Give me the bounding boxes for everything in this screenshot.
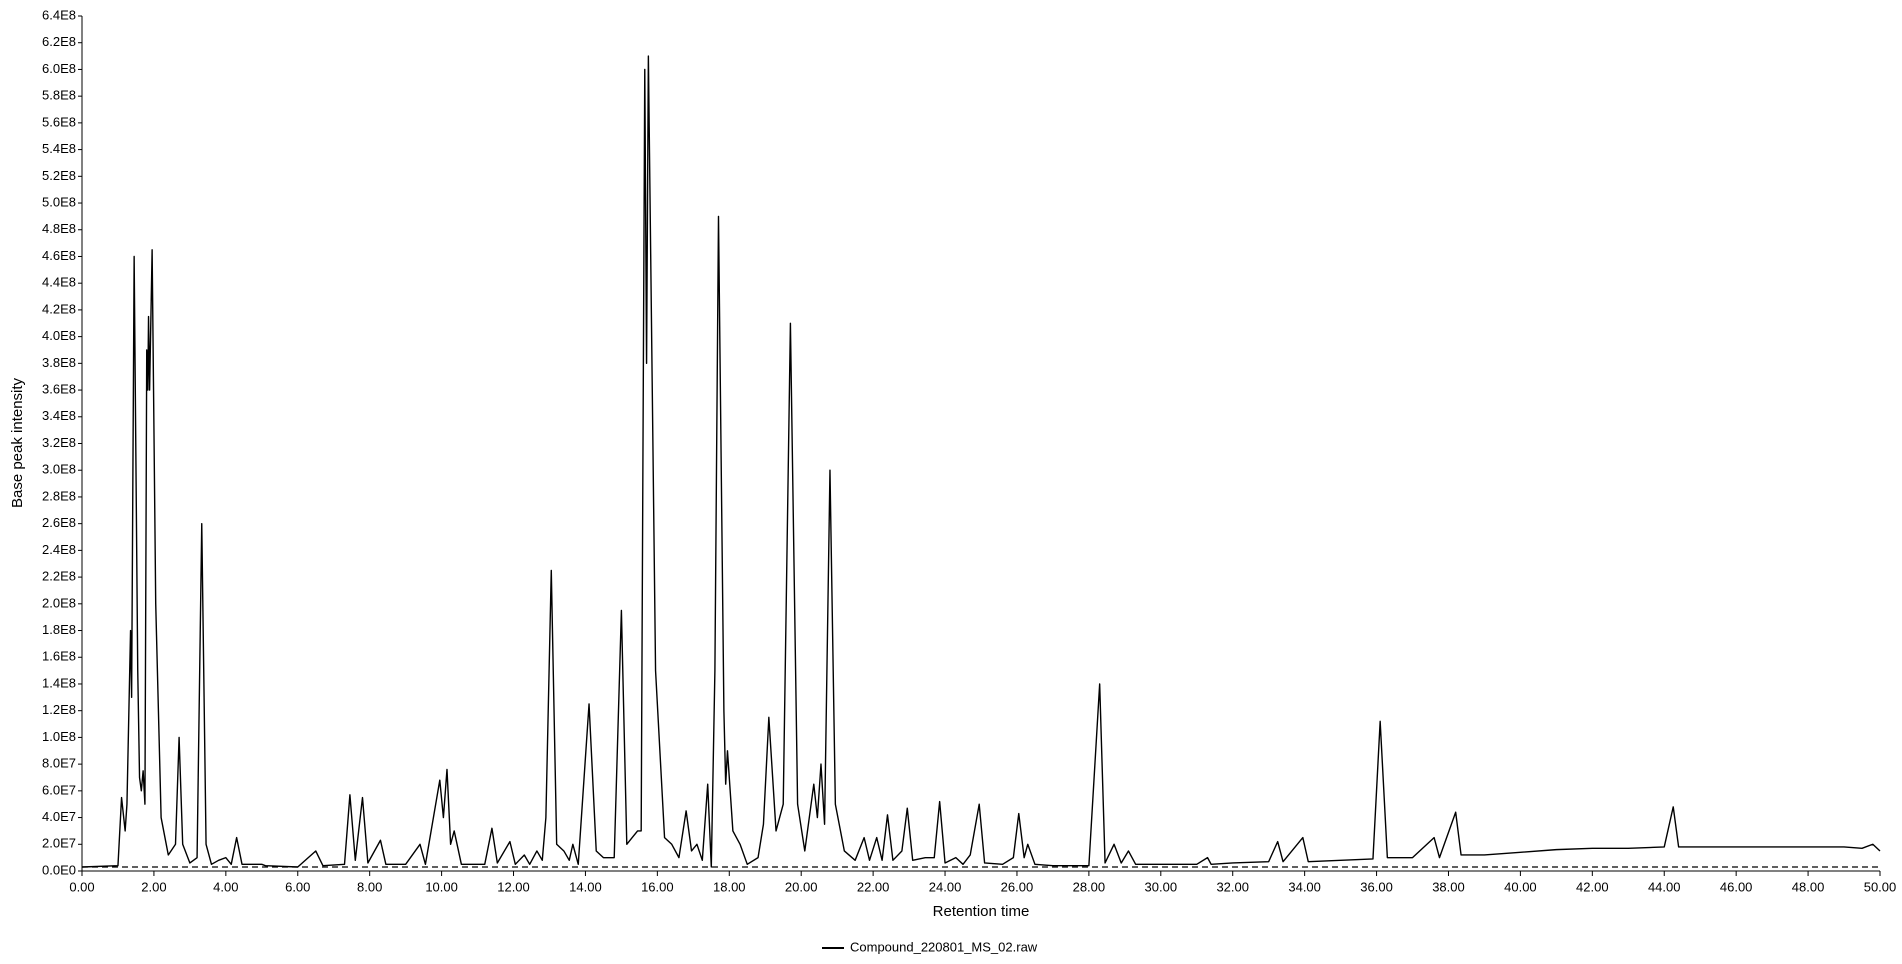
x-tick-label: 36.00 bbox=[1360, 879, 1393, 894]
legend-label: Compound_220801_MS_02.raw bbox=[850, 939, 1038, 954]
y-tick-label: 5.4E8 bbox=[42, 141, 76, 156]
x-tick-label: 20.00 bbox=[785, 879, 818, 894]
y-tick-label: 4.4E8 bbox=[42, 275, 76, 290]
y-tick-label: 1.2E8 bbox=[42, 702, 76, 717]
y-tick-label: 2.4E8 bbox=[42, 542, 76, 557]
x-tick-label: 16.00 bbox=[641, 879, 674, 894]
y-tick-label: 1.6E8 bbox=[42, 649, 76, 664]
y-tick-label: 2.0E8 bbox=[42, 595, 76, 610]
x-tick-label: 0.00 bbox=[69, 879, 94, 894]
trace-line bbox=[81, 55, 1881, 868]
x-tick-label: 2.00 bbox=[141, 879, 166, 894]
x-tick-label: 4.00 bbox=[213, 879, 238, 894]
x-tick-label: 24.00 bbox=[929, 879, 962, 894]
x-tick-label: 44.00 bbox=[1648, 879, 1681, 894]
y-tick-label: 3.2E8 bbox=[42, 435, 76, 450]
x-tick-label: 38.00 bbox=[1432, 879, 1465, 894]
y-tick-label: 6.0E8 bbox=[42, 61, 76, 76]
x-tick-label: 46.00 bbox=[1720, 879, 1753, 894]
y-tick-label: 6.2E8 bbox=[42, 34, 76, 49]
y-tick-label: 5.6E8 bbox=[42, 114, 76, 129]
x-tick-label: 14.00 bbox=[569, 879, 602, 894]
y-tick-label: 4.6E8 bbox=[42, 248, 76, 263]
y-tick-label: 5.2E8 bbox=[42, 168, 76, 183]
y-tick-label: 1.4E8 bbox=[42, 675, 76, 690]
y-tick-label: 4.8E8 bbox=[42, 221, 76, 236]
x-axis-label: Retention time bbox=[933, 903, 1030, 920]
y-tick-label: 0.0E0 bbox=[42, 862, 76, 877]
x-tick-label: 12.00 bbox=[497, 879, 530, 894]
y-tick-label: 5.8E8 bbox=[42, 88, 76, 103]
y-tick-label: 3.6E8 bbox=[42, 382, 76, 397]
y-tick-label: 4.2E8 bbox=[42, 301, 76, 316]
x-tick-label: 28.00 bbox=[1073, 879, 1106, 894]
x-tick-label: 18.00 bbox=[713, 879, 746, 894]
y-tick-label: 6.4E8 bbox=[42, 7, 76, 22]
y-tick-label: 3.8E8 bbox=[42, 355, 76, 370]
y-tick-label: 1.8E8 bbox=[42, 622, 76, 637]
x-tick-label: 30.00 bbox=[1145, 879, 1178, 894]
y-tick-label: 3.4E8 bbox=[42, 408, 76, 423]
x-tick-label: 50.00 bbox=[1864, 879, 1897, 894]
x-tick-label: 22.00 bbox=[857, 879, 890, 894]
y-tick-label: 2.8E8 bbox=[42, 488, 76, 503]
x-tick-label: 8.00 bbox=[357, 879, 382, 894]
x-tick-label: 26.00 bbox=[1001, 879, 1034, 894]
x-tick-label: 40.00 bbox=[1504, 879, 1537, 894]
y-tick-label: 4.0E7 bbox=[42, 809, 76, 824]
x-tick-label: 32.00 bbox=[1216, 879, 1249, 894]
y-tick-label: 3.0E8 bbox=[42, 462, 76, 477]
x-tick-label: 48.00 bbox=[1792, 879, 1825, 894]
y-axis-label: Base peak intensity bbox=[9, 377, 26, 508]
y-tick-label: 2.6E8 bbox=[42, 515, 76, 530]
y-tick-label: 2.0E7 bbox=[42, 836, 76, 851]
y-tick-label: 1.0E8 bbox=[42, 729, 76, 744]
x-tick-label: 42.00 bbox=[1576, 879, 1609, 894]
x-tick-label: 10.00 bbox=[425, 879, 458, 894]
y-tick-label: 8.0E7 bbox=[42, 756, 76, 771]
x-tick-label: 6.00 bbox=[285, 879, 310, 894]
y-tick-label: 2.2E8 bbox=[42, 569, 76, 584]
y-tick-label: 4.0E8 bbox=[42, 328, 76, 343]
y-tick-label: 6.0E7 bbox=[42, 782, 76, 797]
x-tick-label: 34.00 bbox=[1288, 879, 1321, 894]
y-tick-label: 5.0E8 bbox=[42, 194, 76, 209]
